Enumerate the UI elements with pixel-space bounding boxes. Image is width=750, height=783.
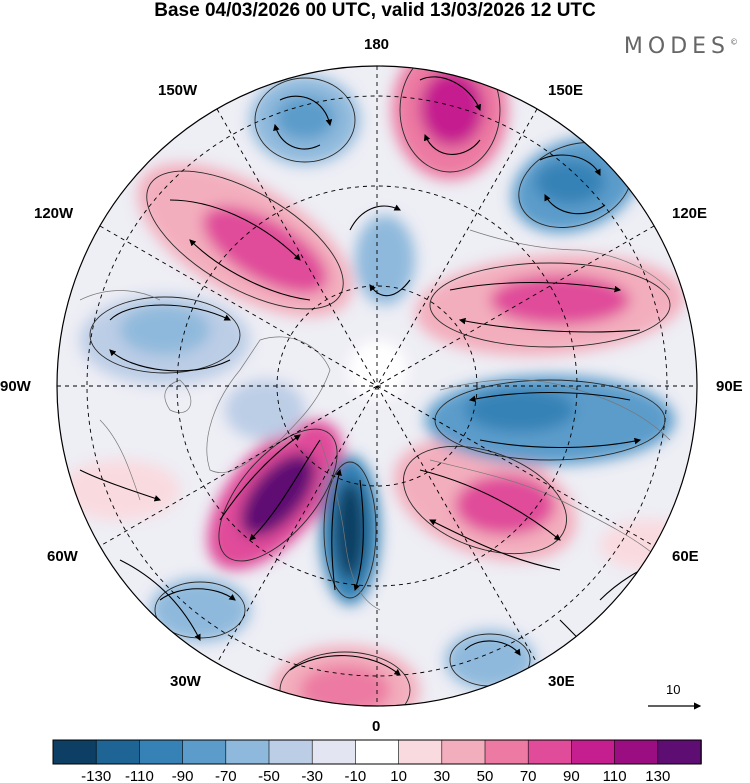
- colorbar-tick-label: 50: [477, 768, 494, 783]
- lon-label-60w: 60W: [47, 548, 78, 565]
- colorbar-swatch: [225, 739, 270, 765]
- colorbar: -130 -110 -90 -70 -50 -30 -10 10 30 50 70 90 110 130: [52, 739, 702, 783]
- colorbar-swatch: [52, 739, 98, 765]
- lon-label-30e: 30E: [548, 673, 575, 690]
- colorbar-swatch: [268, 739, 314, 765]
- lon-label-60e: 60E: [672, 548, 699, 565]
- lon-label-150e: 150E: [548, 82, 584, 99]
- colorbar-tick-label: 10: [390, 768, 407, 783]
- colorbar-tick-label: -110: [125, 768, 154, 783]
- colorbar-swatch: [527, 739, 573, 765]
- lon-label-150w: 150W: [158, 82, 198, 99]
- colorbar-swatch: [355, 739, 400, 765]
- lon-label-180: 180: [364, 36, 390, 53]
- colorbar-tick-label: -50: [258, 768, 280, 783]
- colorbar-swatch: [398, 739, 443, 765]
- colorbar-swatch: [139, 739, 184, 765]
- vector-scale-label: 10: [666, 682, 681, 697]
- lon-label-0: 0: [372, 718, 381, 735]
- colorbar-swatch: [657, 739, 702, 765]
- contours: [89, 66, 671, 706]
- lon-label-120w: 120W: [34, 205, 74, 222]
- anomaly-field: [57, 66, 697, 706]
- lon-label-30w: 30W: [170, 673, 201, 690]
- colorbar-frame: [52, 739, 702, 765]
- colorbar-tick-label: -70: [215, 768, 237, 783]
- colorbar-swatch: [311, 739, 357, 765]
- colorbar-swatch: [441, 739, 486, 765]
- colorbar-swatch: [571, 739, 616, 765]
- colorbar-tick-label: -130: [81, 768, 111, 783]
- brand-text: MODES: [623, 34, 730, 59]
- lon-label-90e: 90E: [716, 378, 743, 395]
- colorbar-tick-label: 130: [645, 768, 670, 783]
- colorbar-tick-label: -10: [345, 768, 367, 783]
- colorbar-tick-label: 110: [603, 768, 627, 783]
- map-title: Base 04/03/2026 00 UTC, valid 13/03/2026…: [154, 0, 596, 21]
- colorbar-tick-label: 70: [520, 768, 537, 783]
- map-boundary: [56, 65, 698, 707]
- coastlines: [79, 229, 671, 611]
- colorbar-swatch: [95, 739, 141, 765]
- colorbar-swatch: [182, 739, 227, 765]
- copyright-mark: ©: [730, 37, 738, 47]
- colorbar-tick-label: 30: [433, 768, 450, 783]
- colorbar-swatch: [484, 739, 530, 765]
- graticule: [57, 66, 697, 706]
- colorbar-tick-label: -30: [301, 768, 323, 783]
- lon-label-90w: 90W: [0, 378, 31, 395]
- lon-label-120e: 120E: [672, 205, 708, 222]
- colorbar-tick-label: 90: [563, 768, 580, 783]
- colorbar-swatch: [614, 739, 659, 765]
- modes-logo: MODES©: [624, 34, 738, 59]
- colorbar-tick-label: -90: [172, 768, 194, 783]
